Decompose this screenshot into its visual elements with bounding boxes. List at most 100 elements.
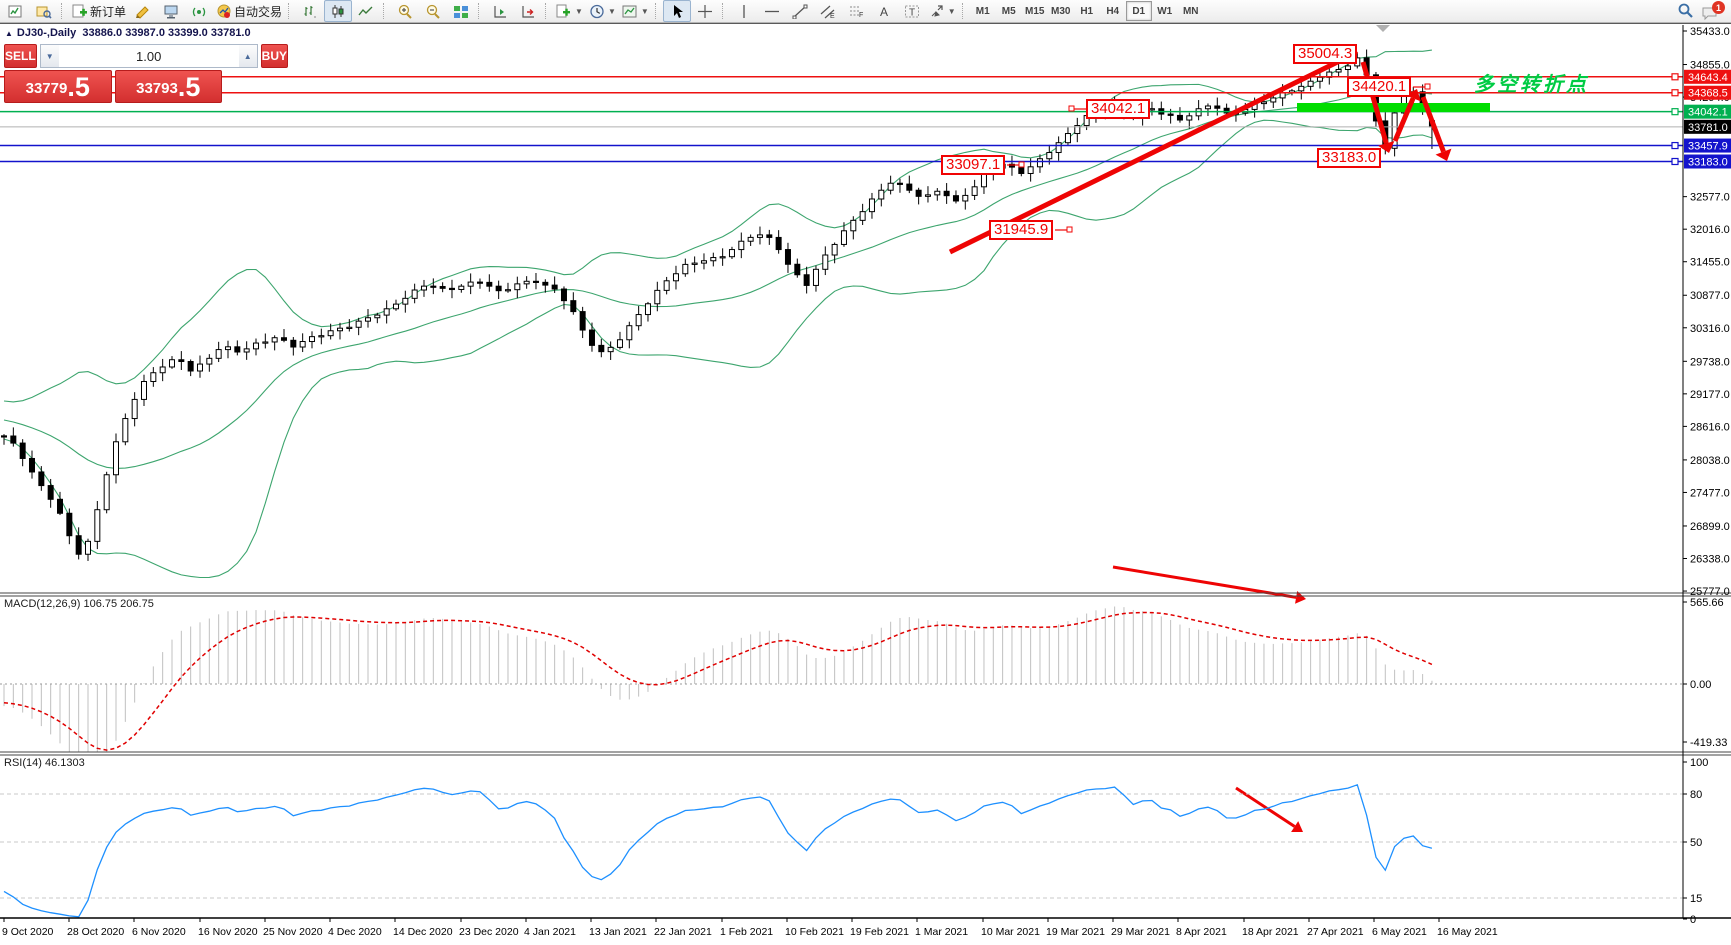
timeframe-button-m15[interactable]: M15 — [1024, 5, 1045, 17]
svg-text:E: E — [830, 13, 835, 19]
new-order-button[interactable]: 新订单 — [69, 0, 129, 22]
buy-price[interactable]: 33793.5 — [114, 70, 222, 103]
toolbar-separator — [721, 3, 726, 19]
volume-input[interactable] — [58, 45, 239, 67]
line-handle[interactable] — [1671, 73, 1679, 81]
vertical-line-button[interactable] — [730, 0, 758, 22]
channel-button[interactable]: E — [814, 0, 842, 22]
profiles-button[interactable] — [30, 0, 58, 22]
channel-icon: E — [820, 5, 835, 19]
line-handle[interactable] — [1671, 108, 1679, 116]
macd-axis-label: 565.66 — [1690, 597, 1724, 609]
date-label: 10 Mar 2021 — [981, 926, 1040, 938]
bar-chart-button[interactable] — [296, 0, 324, 22]
macd-axis-label: 0.00 — [1690, 679, 1711, 691]
price-annotation[interactable]: 33097.1 — [941, 155, 1006, 175]
terminal-button[interactable] — [157, 0, 185, 22]
horizontal-line-button[interactable] — [758, 0, 786, 22]
rsi-line — [3, 783, 1433, 918]
cursor-button[interactable] — [662, 0, 691, 22]
collapse-marker-icon: ▲ — [5, 29, 13, 38]
periods-button[interactable]: ▼ — [586, 0, 619, 22]
price-annotation[interactable]: 31945.9 — [989, 220, 1054, 240]
new-order-icon — [72, 4, 87, 17]
price-badge-label: 33781.0 — [1688, 122, 1728, 134]
candlestick-icon — [332, 4, 344, 18]
text-label-button[interactable]: T — [898, 0, 926, 22]
search-icon[interactable] — [1677, 2, 1695, 20]
timeframe-button-h1[interactable]: H1 — [1080, 5, 1094, 17]
price-axis[interactable]: 35433.034855.034294.032577.032016.031455… — [1683, 26, 1731, 926]
date-label: 13 Jan 2021 — [589, 926, 647, 938]
tile-windows-button[interactable] — [447, 0, 475, 22]
zoom-out-button[interactable] — [419, 0, 447, 22]
sell-button[interactable]: SELL — [4, 44, 37, 68]
auto-arrange-button[interactable] — [486, 0, 514, 22]
chart-shift-button[interactable] — [514, 0, 542, 22]
svg-text:T: T — [909, 7, 915, 18]
timeframe-button-mn[interactable]: MN — [1182, 5, 1199, 17]
crosshair-button[interactable] — [691, 0, 719, 22]
price-badge — [1684, 69, 1731, 84]
price-tick-label: 35433.0 — [1690, 26, 1730, 38]
line-handle[interactable] — [1671, 89, 1679, 97]
macd-axis-label: -419.33 — [1690, 737, 1727, 749]
splitter-handle-icon[interactable] — [1376, 25, 1390, 32]
timeframe-button-m30[interactable]: M30 — [1050, 5, 1071, 17]
new-chart-button[interactable] — [2, 0, 30, 22]
window-border — [0, 23, 1731, 24]
buy-button[interactable]: BUY — [260, 44, 289, 68]
notifications-button[interactable]: 1 — [1701, 1, 1725, 21]
toolbar: 新订单 自动交易 — [0, 0, 1731, 23]
price-badge — [1684, 119, 1731, 134]
timeframe-button-w1[interactable]: W1 — [1157, 5, 1173, 17]
price-tick-label: 30877.0 — [1690, 290, 1730, 302]
rsi-axis-label: 0 — [1690, 914, 1696, 926]
price-annotation[interactable]: 34042.1 — [1086, 99, 1151, 119]
price-annotation[interactable]: 33183.0 — [1317, 148, 1382, 168]
fibonacci-button[interactable]: F — [842, 0, 870, 22]
profiles-icon — [36, 6, 52, 19]
indicators-icon — [556, 4, 571, 17]
indicators-button[interactable]: ▼ — [553, 0, 586, 22]
price-annotation[interactable]: 35004.3 — [1293, 44, 1358, 64]
new-order-label: 新订单 — [90, 4, 127, 19]
trendline-button[interactable] — [786, 0, 814, 22]
date-label: 19 Feb 2021 — [850, 926, 909, 938]
text-button[interactable]: A — [870, 0, 898, 22]
metaeditor-button[interactable] — [129, 0, 157, 22]
green-zone-annotation[interactable] — [1297, 103, 1490, 112]
timeframe-button-h4[interactable]: H4 — [1106, 5, 1120, 17]
shapes-button[interactable]: ▼ — [926, 0, 959, 22]
date-label: 6 May 2021 — [1372, 926, 1427, 938]
sell-price[interactable]: 33779.5 — [4, 70, 112, 103]
chinese-annotation[interactable]: 多空转折点 — [1474, 74, 1589, 96]
volume-decrease-button[interactable]: ▼ — [40, 45, 59, 67]
trendline-icon — [792, 4, 808, 19]
autotrading-button[interactable]: 自动交易 — [213, 0, 285, 22]
price-tick-label: 29177.0 — [1690, 389, 1730, 401]
date-label: 14 Dec 2020 — [393, 926, 453, 938]
timeframe-button-m1[interactable]: M1 — [975, 5, 990, 17]
date-axis[interactable]: 9 Oct 2020 28 Oct 2020 6 Nov 2020 16 Nov 20… — [2, 918, 1498, 938]
signals-button[interactable] — [185, 0, 213, 22]
chart-title: ▲ DJ30-,Daily 33886.0 33987.0 33399.0 337… — [5, 27, 251, 39]
line-handle[interactable] — [1671, 141, 1679, 150]
ohlc-low: 33399.0 — [168, 27, 208, 39]
line-handle[interactable] — [1671, 157, 1679, 166]
templates-button[interactable]: ▼ — [619, 0, 652, 22]
new-chart-icon — [8, 5, 22, 17]
zoom-in-button[interactable] — [391, 0, 419, 22]
candlestick-button[interactable] — [324, 0, 353, 22]
timeframe-button-m5[interactable]: M5 — [1001, 5, 1016, 17]
volume-increase-button[interactable]: ▲ — [238, 45, 257, 67]
line-chart-button[interactable] — [352, 0, 380, 22]
timeframe-button-d1[interactable]: D1 — [1125, 1, 1152, 21]
zoom-out-icon — [426, 4, 440, 19]
price-badge — [1684, 138, 1731, 153]
date-label: 10 Feb 2021 — [785, 926, 844, 938]
date-label: 9 Oct 2020 — [2, 926, 54, 938]
crosshair-icon — [697, 4, 712, 18]
price-annotation[interactable]: 34420.1 — [1347, 77, 1412, 97]
